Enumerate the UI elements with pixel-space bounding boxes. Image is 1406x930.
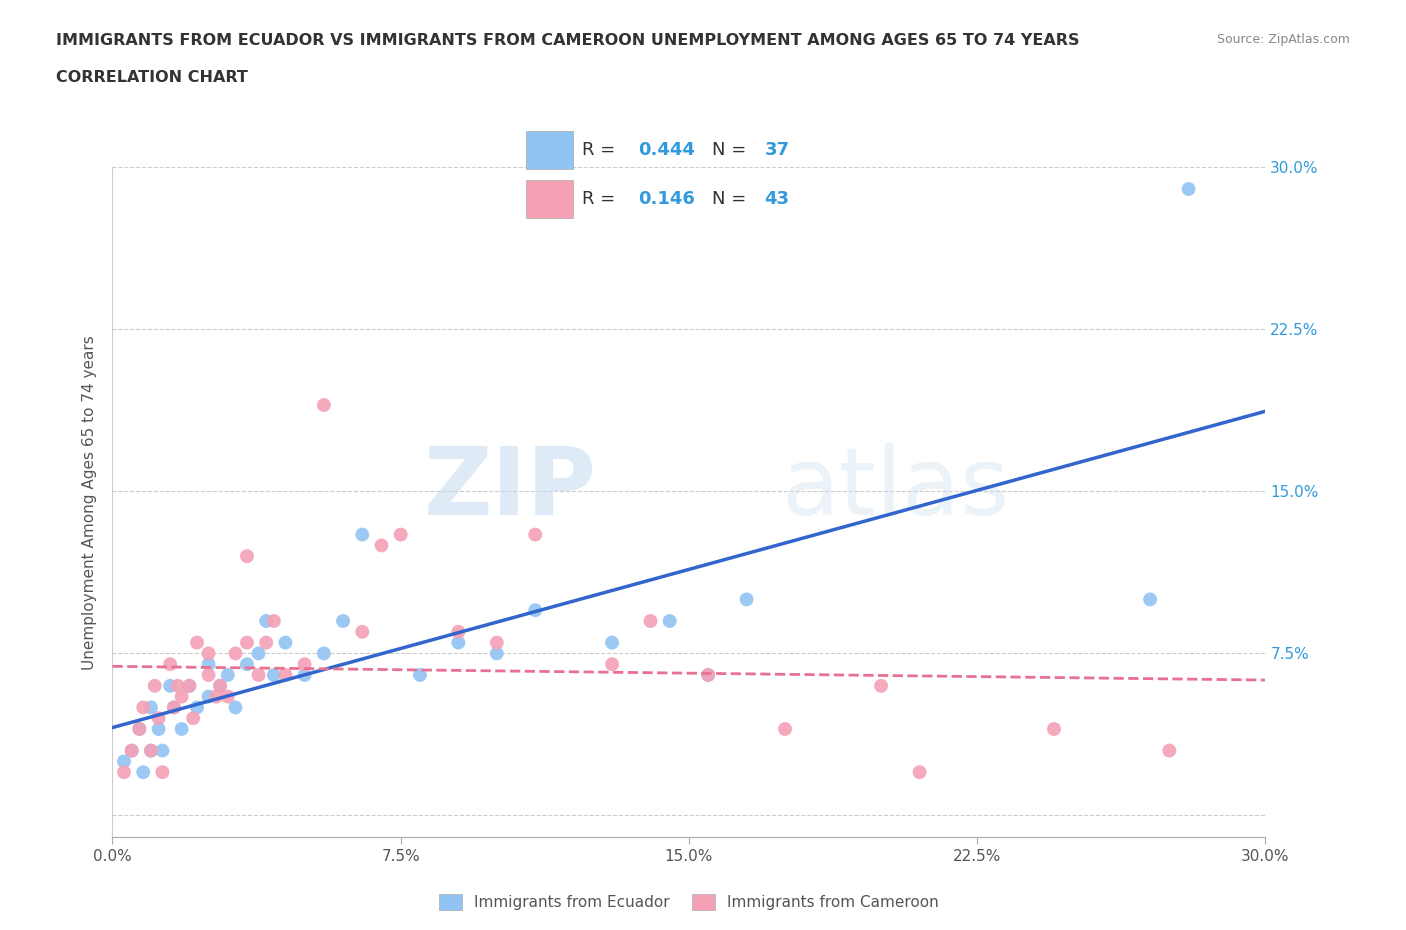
Point	[205, 689, 228, 704]
Text: CORRELATION CHART: CORRELATION CHART	[56, 70, 247, 85]
Point	[658, 614, 681, 629]
FancyBboxPatch shape	[526, 179, 572, 219]
Point	[908, 764, 931, 779]
Point	[128, 722, 150, 737]
Point	[224, 646, 246, 661]
Point	[409, 668, 432, 683]
Point	[236, 657, 259, 671]
Point	[197, 689, 219, 704]
Point	[735, 592, 758, 607]
Text: Source: ZipAtlas.com: Source: ZipAtlas.com	[1216, 33, 1350, 46]
Point	[263, 614, 285, 629]
Point	[600, 635, 623, 650]
Text: N =: N =	[711, 190, 752, 208]
Point	[139, 700, 162, 715]
Point	[209, 678, 232, 693]
Point	[254, 635, 277, 650]
Point	[112, 754, 135, 769]
Point	[179, 678, 201, 693]
Point	[217, 689, 239, 704]
Point	[128, 722, 150, 737]
Point	[1139, 592, 1161, 607]
Point	[181, 711, 204, 725]
Point	[186, 700, 208, 715]
Point	[217, 668, 239, 683]
Point	[148, 722, 170, 737]
Point	[697, 668, 720, 683]
Text: 43: 43	[765, 190, 790, 208]
Point	[132, 764, 155, 779]
Point	[352, 527, 374, 542]
Text: atlas: atlas	[782, 443, 1010, 535]
Point	[447, 635, 470, 650]
Point	[139, 743, 162, 758]
Point	[132, 700, 155, 715]
Point	[148, 711, 170, 725]
Point	[139, 743, 162, 758]
Text: ZIP: ZIP	[423, 443, 596, 535]
Y-axis label: Unemployment Among Ages 65 to 74 years: Unemployment Among Ages 65 to 74 years	[82, 335, 97, 670]
Point	[352, 624, 374, 639]
Point	[294, 657, 316, 671]
Point	[274, 635, 297, 650]
Point	[152, 764, 174, 779]
Point	[485, 646, 508, 661]
Point	[332, 614, 354, 629]
Point	[485, 635, 508, 650]
Point	[121, 743, 143, 758]
Point	[524, 603, 547, 618]
Point	[186, 635, 208, 650]
Point	[870, 678, 893, 693]
Text: N =: N =	[711, 140, 752, 159]
Point	[224, 700, 246, 715]
Point	[447, 624, 470, 639]
Text: 0.444: 0.444	[638, 140, 695, 159]
Point	[254, 614, 277, 629]
Point	[524, 527, 547, 542]
Point	[600, 657, 623, 671]
Point	[197, 668, 219, 683]
Point	[1159, 743, 1181, 758]
Point	[163, 700, 186, 715]
Point	[179, 678, 201, 693]
Point	[159, 657, 181, 671]
Text: 0.146: 0.146	[638, 190, 695, 208]
Point	[236, 635, 259, 650]
Point	[640, 614, 662, 629]
Point	[143, 678, 166, 693]
Point	[697, 668, 720, 683]
Point	[247, 646, 270, 661]
Point	[159, 678, 181, 693]
Text: R =: R =	[582, 190, 621, 208]
Point	[294, 668, 316, 683]
Point	[389, 527, 412, 542]
Point	[1177, 181, 1199, 196]
Point	[152, 743, 174, 758]
Point	[166, 678, 188, 693]
Text: 37: 37	[765, 140, 790, 159]
Point	[163, 700, 186, 715]
Point	[370, 538, 392, 552]
Point	[170, 689, 193, 704]
Point	[236, 549, 259, 564]
Point	[274, 668, 297, 683]
Text: R =: R =	[582, 140, 621, 159]
Point	[1043, 722, 1066, 737]
Point	[773, 722, 796, 737]
Point	[197, 657, 219, 671]
Text: IMMIGRANTS FROM ECUADOR VS IMMIGRANTS FROM CAMEROON UNEMPLOYMENT AMONG AGES 65 T: IMMIGRANTS FROM ECUADOR VS IMMIGRANTS FR…	[56, 33, 1080, 47]
Point	[170, 722, 193, 737]
Point	[312, 397, 335, 412]
Point	[247, 668, 270, 683]
Point	[197, 646, 219, 661]
Point	[263, 668, 285, 683]
Point	[112, 764, 135, 779]
Point	[121, 743, 143, 758]
Point	[209, 678, 232, 693]
Point	[312, 646, 335, 661]
Legend: Immigrants from Ecuador, Immigrants from Cameroon: Immigrants from Ecuador, Immigrants from…	[433, 888, 945, 916]
FancyBboxPatch shape	[526, 130, 572, 169]
